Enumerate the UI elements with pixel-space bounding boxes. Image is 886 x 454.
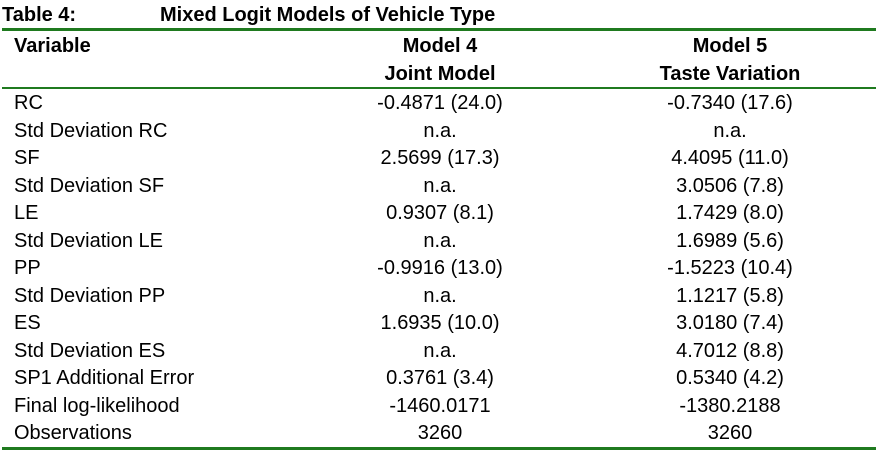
row-label: Std Deviation SF	[14, 174, 165, 197]
cell: 3.0180 (7.4)	[676, 312, 784, 334]
column-header: Joint Model	[384, 63, 496, 85]
cell: -1.5223 (10.4)	[667, 257, 793, 279]
row-label: LE	[14, 202, 39, 224]
row-label: SP1 Additional Error	[14, 367, 195, 389]
column-header: Model 5	[692, 35, 768, 57]
row-label: Observations	[14, 422, 132, 444]
cell: n.a.	[423, 229, 457, 252]
cell: 0.9307 (8.1)	[386, 202, 494, 224]
row-label: Final log-likelihood	[14, 394, 180, 417]
cell: 0.5340 (4.2)	[676, 367, 784, 389]
cell: 1.6989 (5.6)	[676, 229, 784, 252]
cell: 1.6935 (10.0)	[380, 312, 500, 334]
cell: 1.1217 (5.8)	[676, 284, 784, 307]
table-title: Mixed Logit Models of Vehicle Type	[160, 4, 496, 26]
column-header: Taste Variation	[659, 63, 801, 85]
cell: 3260	[707, 422, 753, 444]
row-label: Std Deviation RC	[14, 119, 168, 142]
table-label: Table 4:	[2, 4, 77, 26]
cell: -1380.2188	[679, 394, 781, 417]
cell: n.a.	[423, 339, 457, 362]
row-label: SF	[14, 147, 40, 169]
row-label: PP	[14, 257, 41, 279]
cell: 0.3761 (3.4)	[386, 367, 494, 389]
bottom-rule	[2, 447, 876, 450]
cell: n.a.	[423, 119, 457, 142]
top-rule	[2, 28, 876, 31]
row-label: ES	[14, 312, 41, 334]
cell: n.a.	[423, 174, 457, 197]
row-label: Std Deviation ES	[14, 339, 166, 362]
cell: -0.9916 (13.0)	[377, 257, 503, 279]
cell: -0.4871 (24.0)	[377, 92, 503, 114]
column-header: Model 4	[402, 35, 478, 57]
cell: -1460.0171	[389, 394, 491, 417]
cell: 4.7012 (8.8)	[676, 339, 784, 362]
cell: -0.7340 (17.6)	[667, 92, 793, 114]
cell: 2.5699 (17.3)	[380, 147, 500, 169]
cell: 3260	[417, 422, 463, 444]
row-label: Std Deviation LE	[14, 229, 163, 252]
cell: 4.4095 (11.0)	[671, 147, 789, 169]
cell: 3.0506 (7.8)	[676, 174, 784, 197]
row-label: RC	[14, 92, 43, 114]
header-rule	[2, 87, 876, 89]
cell: 1.7429 (8.0)	[676, 202, 784, 224]
cell: n.a.	[423, 284, 457, 307]
cell: n.a.	[713, 119, 747, 142]
column-header: Variable	[14, 35, 91, 57]
row-label: Std Deviation PP	[14, 284, 166, 307]
